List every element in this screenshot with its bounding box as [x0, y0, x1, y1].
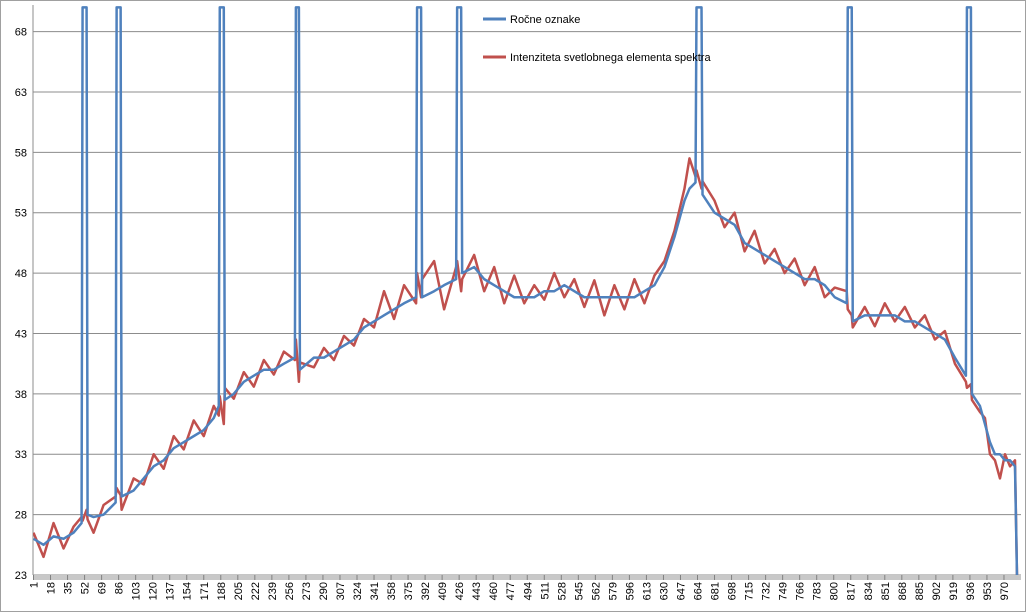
x-tick-label: 392: [420, 582, 432, 600]
x-tick-label: 511: [539, 582, 551, 600]
x-tick-label: 375: [403, 582, 415, 600]
x-tick-label: 86: [114, 582, 126, 594]
x-tick-label: 596: [624, 582, 636, 600]
x-tick-label: 681: [710, 582, 722, 600]
x-tick-label: 409: [437, 582, 449, 600]
x-tick-label: 239: [267, 582, 279, 600]
x-tick-label: 647: [675, 582, 687, 600]
x-tick-label: 562: [590, 582, 602, 600]
x-tick-label: 273: [301, 582, 313, 600]
x-tick-label: 137: [165, 582, 177, 600]
x-tick-label: 154: [182, 582, 194, 600]
legend-label: Ročne oznake: [510, 14, 580, 26]
x-tick-label: 103: [131, 582, 143, 600]
plot-lines: [33, 6, 1019, 575]
x-tick-label: 800: [829, 582, 841, 600]
x-tick-label: 477: [505, 582, 517, 600]
y-tick-label: 48: [15, 268, 27, 280]
x-tick-label: 171: [199, 582, 211, 600]
x-tick-label: 358: [386, 582, 398, 600]
x-tick-label: 69: [97, 582, 109, 594]
x-tick-label: 766: [795, 582, 807, 600]
x-tick-label: 545: [573, 582, 585, 600]
x-tick-label: 970: [999, 582, 1011, 600]
x-tick-label: 460: [488, 582, 500, 600]
y-tick-label: 63: [15, 87, 27, 99]
x-tick-label: 664: [693, 582, 705, 600]
x-tick-label: 953: [982, 582, 994, 600]
legend-label: Intenziteta svetlobnega elementa spektra: [510, 52, 711, 64]
x-tick-label: 630: [658, 582, 670, 600]
x-tick-label: 52: [80, 582, 92, 594]
x-tick-label: 732: [761, 582, 773, 600]
y-tick-label: 43: [15, 328, 27, 340]
x-tick-label: 715: [744, 582, 756, 600]
x-tick-label: 443: [471, 582, 483, 600]
x-tick-label: 698: [727, 582, 739, 600]
x-tick-label: 936: [965, 582, 977, 600]
x-tick-label: 834: [863, 582, 875, 600]
series-line: [33, 157, 1019, 575]
x-tick-label: 290: [318, 582, 330, 600]
x-tick-label: 851: [880, 582, 892, 600]
x-tick-label: 783: [812, 582, 824, 600]
x-tick-label: 613: [641, 582, 653, 600]
x-tick-label: 426: [454, 582, 466, 600]
x-tick-label: 307: [335, 582, 347, 600]
y-tick-label: 68: [15, 27, 27, 39]
y-tick-label: 28: [15, 510, 27, 522]
x-tick-label: 188: [216, 582, 228, 600]
x-tick-label: 902: [931, 582, 943, 600]
x-tick-label: 919: [948, 582, 960, 600]
x-tick-label: 817: [846, 582, 858, 600]
x-tick-label: 1: [29, 582, 41, 588]
y-tick-label: 38: [15, 389, 27, 401]
y-tick-label: 23: [15, 570, 27, 582]
x-tick-label: 868: [897, 582, 909, 600]
y-tick-label: 58: [15, 147, 27, 159]
x-tick-label: 579: [607, 582, 619, 600]
x-tick-label: 256: [284, 582, 296, 600]
x-tick-label: 494: [522, 582, 534, 600]
x-tick-label: 35: [63, 582, 75, 594]
series-line: [33, 6, 1019, 575]
x-tick-label: 341: [369, 582, 381, 600]
x-tick-label: 885: [914, 582, 926, 600]
x-tick-label: 528: [556, 582, 568, 600]
x-tick-label: 18: [46, 582, 58, 594]
x-tick-label: 120: [148, 582, 160, 600]
y-tick-label: 53: [15, 208, 27, 220]
x-tick-label: 749: [778, 582, 790, 600]
x-tick-label: 205: [233, 582, 245, 600]
x-tick-label: 324: [352, 582, 364, 600]
y-tick-label: 33: [15, 449, 27, 461]
x-tick-label: 222: [250, 582, 262, 600]
